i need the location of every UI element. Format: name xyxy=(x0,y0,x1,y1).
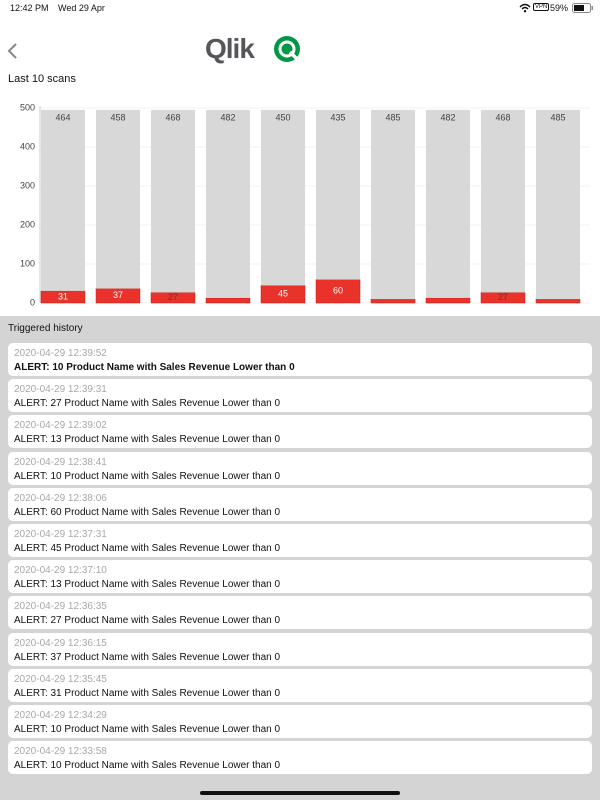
vpn-badge: VPN xyxy=(533,3,550,11)
y-tick-label: 300 xyxy=(20,180,35,190)
history-title: Triggered history xyxy=(8,323,83,334)
bar-value-label: 482 xyxy=(440,112,455,122)
alert-message: ALERT: 10 Product Name with Sales Revenu… xyxy=(14,760,281,772)
bar-value-label: 464 xyxy=(55,112,70,122)
alert-message: ALERT: 27 Product Name with Sales Revenu… xyxy=(14,615,281,627)
battery-level: 59% xyxy=(550,3,569,13)
history-card[interactable]: 2020-04-29 12:36:15 ALERT: 37 Product Nam… xyxy=(8,632,592,666)
clock: 12:42 PM xyxy=(10,3,49,13)
chart: 0100200300400500314643745827468134824545… xyxy=(20,102,590,307)
alert-message: ALERT: 31 Product Name with Sales Revenu… xyxy=(14,687,281,699)
bar-value-label: 482 xyxy=(220,112,235,122)
bar-segment xyxy=(95,288,141,304)
alert-time: 2020-04-29 12:33:58 xyxy=(14,746,107,758)
bar-value-label: 60 xyxy=(333,286,343,296)
alert-time: 2020-04-29 12:34:29 xyxy=(14,710,107,721)
alert-time: 2020-04-29 12:36:15 xyxy=(14,637,107,649)
alert-time: 2020-04-29 12:38:41 xyxy=(14,456,107,468)
bar-segment xyxy=(260,285,306,304)
bar-segment xyxy=(41,109,85,291)
home-indicator xyxy=(200,791,400,795)
logo-text: Qlik xyxy=(205,33,255,64)
alert-time: 2020-04-29 12:38:06 xyxy=(14,492,107,504)
bar-segment xyxy=(371,109,415,300)
bar-segment xyxy=(536,109,580,300)
y-tick-label: 400 xyxy=(20,141,35,151)
bar-segment xyxy=(370,298,416,304)
wifi-icon xyxy=(519,3,531,13)
bar-segment xyxy=(316,109,360,280)
history-card[interactable]: 2020-04-29 12:34:29 ALERT: 10 Product Nam… xyxy=(8,705,592,738)
back-button[interactable] xyxy=(6,42,20,60)
y-tick-label: 500 xyxy=(20,102,35,112)
alert-time: 2020-04-29 12:37:31 xyxy=(14,529,107,540)
bar-segment xyxy=(425,297,471,304)
alert-time: 2020-04-29 12:37:10 xyxy=(14,565,107,577)
bar-segment xyxy=(481,109,525,293)
alert-message: ALERT: 13 Product Name with Sales Revenu… xyxy=(14,579,281,591)
battery-icon xyxy=(572,3,593,13)
alert-message: ALERT: 45 Product Name with Sales Revenu… xyxy=(14,543,281,554)
bar-value-label: 31 xyxy=(58,291,68,301)
bar-value-label: 468 xyxy=(165,112,180,122)
history-card[interactable]: 2020-04-29 12:35:45 ALERT: 31 Product Nam… xyxy=(8,668,592,702)
bar-value-label: 435 xyxy=(330,112,345,122)
date: Wed 29 Apr xyxy=(58,3,105,13)
bar-segment xyxy=(96,109,140,289)
history-card[interactable]: 2020-04-29 12:39:52 ALERT: 10 Product Nam… xyxy=(8,343,592,376)
history-card[interactable]: 2020-04-29 12:33:58 ALERT: 10 Product Nam… xyxy=(8,741,592,775)
bar-segment xyxy=(535,298,581,304)
history-card[interactable]: 2020-04-29 12:36:35 ALERT: 27 Product Nam… xyxy=(8,596,592,630)
bar-segment xyxy=(426,109,470,298)
history-panel: Triggered history 2020-04-29 12:39:52 ALE… xyxy=(0,316,600,800)
bar-value-label: 27 xyxy=(168,292,178,302)
bar-value-label: 27 xyxy=(498,292,508,302)
history-card[interactable]: 2020-04-29 12:37:31 ALERT: 45 Product Nam… xyxy=(8,524,592,557)
bar-value-label: 485 xyxy=(385,112,400,122)
history-card[interactable]: 2020-04-29 12:38:06 ALERT: 60 Product Nam… xyxy=(8,487,592,521)
y-tick-label: 200 xyxy=(20,219,35,229)
alert-message: ALERT: 60 Product Name with Sales Revenu… xyxy=(14,506,281,518)
alert-message: ALERT: 37 Product Name with Sales Revenu… xyxy=(14,651,281,663)
bar-value-label: 468 xyxy=(495,112,510,122)
history-card[interactable]: 2020-04-29 12:39:02 ALERT: 13 Product Nam… xyxy=(8,415,592,449)
alert-time: 2020-04-29 12:35:45 xyxy=(14,673,107,685)
bar-segment xyxy=(261,109,305,286)
history-card[interactable]: 2020-04-29 12:39:31 ALERT: 27 Product Nam… xyxy=(8,379,592,413)
bar-segment xyxy=(315,279,361,304)
bar-segment xyxy=(151,109,195,293)
bar-value-label: 458 xyxy=(110,112,125,122)
bar-value-label: 37 xyxy=(113,290,123,300)
alert-time: 2020-04-29 12:39:02 xyxy=(14,420,107,432)
y-tick-label: 0 xyxy=(30,297,35,307)
bar-value-label: 450 xyxy=(275,112,290,122)
history-card[interactable]: 2020-04-29 12:37:10 ALERT: 13 Product Nam… xyxy=(8,560,592,594)
logo-mark xyxy=(274,36,300,62)
bar-value-label: 485 xyxy=(550,112,565,122)
bar-segment xyxy=(205,297,251,304)
status-bar: 12:42 PM Wed 29 Apr VPN 59% xyxy=(0,0,600,16)
history-card[interactable]: 2020-04-29 12:38:41 ALERT: 10 Product Nam… xyxy=(8,451,592,485)
bar-segment xyxy=(206,109,250,298)
alert-time: 2020-04-29 12:36:35 xyxy=(14,601,107,613)
alert-time: 2020-04-29 12:39:31 xyxy=(14,384,107,396)
y-tick-label: 100 xyxy=(20,258,35,268)
bar-value-label: 45 xyxy=(278,289,288,299)
section-title: Last 10 scans xyxy=(8,73,76,85)
alert-message: ALERT: 10 Product Name with Sales Revenu… xyxy=(14,362,295,373)
alert-message: ALERT: 27 Product Name with Sales Revenu… xyxy=(14,398,281,410)
alert-message: ALERT: 13 Product Name with Sales Revenu… xyxy=(14,434,281,446)
alert-time: 2020-04-29 12:39:52 xyxy=(14,348,107,359)
alert-message: ALERT: 10 Product Name with Sales Revenu… xyxy=(14,724,281,735)
alert-message: ALERT: 10 Product Name with Sales Revenu… xyxy=(14,470,281,482)
